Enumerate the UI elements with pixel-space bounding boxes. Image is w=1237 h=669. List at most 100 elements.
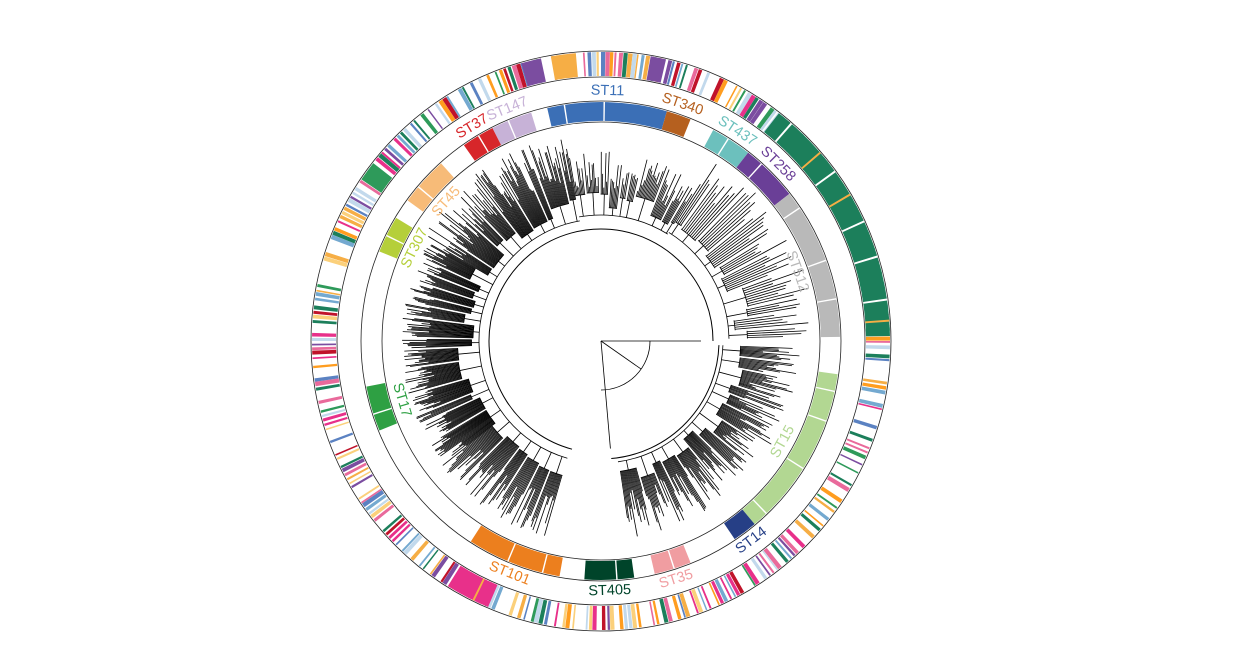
tree-branch (713, 420, 723, 433)
tree-branch (472, 243, 498, 263)
tree-branch (446, 405, 484, 427)
tree-branch (575, 161, 582, 195)
tree-branch (457, 361, 463, 380)
st-segment-st45 (407, 163, 454, 212)
tree-branch (492, 206, 515, 234)
tree-branch (465, 222, 504, 256)
tree-branch (434, 414, 490, 451)
tree-branch (463, 190, 509, 240)
tree-branch (685, 437, 723, 481)
tree-branch (593, 163, 596, 193)
tree-branch (716, 428, 754, 458)
outer-ring-stripe (625, 53, 633, 78)
tree-branch (578, 168, 583, 195)
tree-branch (729, 397, 747, 406)
outer-ring-stripe (677, 594, 686, 618)
tree-branch (482, 397, 494, 404)
outer-ring-stripe (618, 605, 624, 630)
tree-branch (715, 429, 724, 436)
st-segment-st15 (742, 371, 838, 525)
tree-branch (425, 279, 474, 298)
outer-ring-stripe (352, 191, 375, 207)
tree-branch (438, 221, 497, 265)
tree-branch (560, 182, 567, 205)
outer-ring-stripe (553, 602, 560, 627)
tree-branch (442, 410, 487, 439)
tree-branch (711, 270, 723, 278)
tree-branch (478, 279, 506, 417)
tree-branch (660, 190, 676, 220)
tree-branch (433, 369, 460, 376)
tree-branch (534, 468, 545, 490)
tree-branch (612, 188, 616, 209)
outer-ring-stripe (714, 578, 729, 603)
tree-branch (653, 473, 668, 507)
tree-branch (728, 391, 745, 399)
tree-branch (747, 330, 807, 335)
tree-branch (470, 432, 498, 457)
tree-branch (653, 185, 669, 217)
tree-branch (688, 202, 715, 235)
tree-branch (723, 296, 746, 305)
tree-branch (747, 333, 802, 336)
st-segment-st307 (379, 217, 413, 259)
outer-ring-stripe (634, 54, 639, 79)
outer-ring-stripe (461, 86, 475, 109)
tree-branch (724, 265, 766, 285)
outer-ring-stripe (865, 353, 890, 359)
tree-branch (717, 412, 744, 429)
tree-branch (716, 413, 746, 432)
outer-ring-stripe (785, 528, 806, 549)
tree-branch (418, 355, 459, 361)
tree-branch (407, 323, 474, 331)
tree-branch (414, 385, 471, 405)
outer-ring-stripe (315, 292, 340, 300)
outer-ring-stripe (457, 87, 473, 111)
tree-branch (444, 399, 481, 419)
tree-branch (550, 474, 559, 498)
tree-branch (510, 236, 522, 250)
tree-branch (716, 414, 756, 440)
tree-branch (611, 182, 615, 208)
tree-branch (465, 436, 502, 472)
tree-branch (619, 467, 637, 472)
tree-branch (688, 434, 725, 474)
tree-branch (446, 256, 474, 272)
tree-branch (481, 438, 511, 470)
tree-branch (462, 426, 494, 452)
outer-ring-stripe (312, 314, 338, 321)
outer-ring-stripe (403, 127, 422, 148)
tree-branch (425, 344, 472, 347)
tree-branch (716, 427, 727, 436)
tree-branch (426, 398, 481, 426)
tree-branch (474, 303, 484, 308)
tree-branch (546, 176, 557, 208)
tree-branch (734, 314, 775, 322)
tree-branch (432, 380, 470, 392)
tree-branch (531, 471, 552, 522)
outer-ring-stripe (562, 603, 568, 628)
tree-branch (448, 245, 491, 273)
tree-branch (739, 383, 781, 398)
tree-branch (480, 433, 499, 451)
tree-branch (747, 304, 780, 313)
st-segment-gap (667, 550, 675, 569)
tree-branch (481, 445, 518, 490)
outer-ring-stripe (863, 298, 888, 304)
tree-branch (419, 385, 471, 405)
outer-ring-stripe (758, 552, 775, 574)
tree-branch (620, 471, 628, 519)
outer-ring-stripe (543, 600, 552, 625)
tree-branch (747, 294, 794, 307)
tree-branch (444, 212, 501, 259)
tree-branch (410, 328, 474, 334)
tree-branch (669, 457, 693, 496)
tree-branch (721, 359, 740, 363)
tree-branch (742, 287, 749, 308)
tree-branch (643, 170, 653, 199)
tree-branch (729, 396, 775, 417)
tree-branch (742, 370, 766, 377)
tree-branch (513, 460, 535, 498)
tree-branch (728, 324, 735, 327)
outer-ring-stripe (335, 444, 358, 456)
